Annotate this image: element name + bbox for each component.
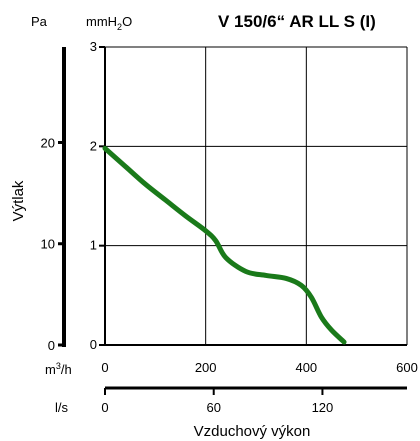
mmh2o-tick-label: 2 <box>90 138 97 153</box>
grid <box>104 46 408 346</box>
m3h-tick-label: 400 <box>295 360 317 375</box>
mmh2o-axis-ticks: 0 1 2 3 <box>90 39 105 352</box>
pa-tick-label: 20 <box>41 135 55 150</box>
pa-axis-ticks: 0 10 20 <box>41 135 66 353</box>
x-axis-title: Vzduchový výkon <box>194 423 311 440</box>
ls-tick-label: 60 <box>206 400 220 415</box>
m3h-axis-label: m3/h <box>45 361 72 377</box>
mmh2o-axis-label: mmH2O <box>86 14 132 32</box>
ls-tick-label: 0 <box>101 400 108 415</box>
chart-title: V 150/6“ AR LL S (I) <box>218 12 376 31</box>
y-axis-title: Výtlak <box>10 180 27 221</box>
mmh2o-tick-label: 0 <box>90 337 97 352</box>
pa-axis-label: Pa <box>31 14 48 29</box>
m3h-tick-label: 200 <box>195 360 217 375</box>
m3h-axis-ticks: 0 200 400 600 <box>101 360 417 375</box>
m3h-tick-label: 0 <box>101 360 108 375</box>
mmh2o-tick-label: 1 <box>90 238 97 253</box>
ls-axis-ticks: 0 60 120 <box>101 388 333 415</box>
ls-tick-label: 120 <box>312 400 334 415</box>
series-line <box>102 145 347 345</box>
pa-tick-label: 0 <box>48 338 55 353</box>
ls-axis-label: l/s <box>55 400 69 415</box>
pa-tick-label: 10 <box>41 237 55 252</box>
m3h-tick-label: 600 <box>396 360 418 375</box>
mmh2o-tick-label: 3 <box>90 39 97 54</box>
